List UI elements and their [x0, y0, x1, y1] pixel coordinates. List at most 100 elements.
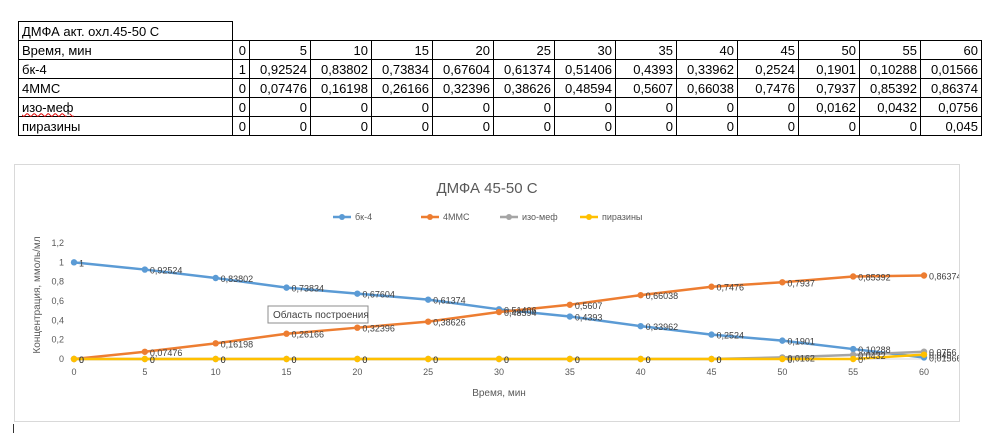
data-point[interactable] [637, 291, 644, 299]
table-empty-cell[interactable] [615, 21, 677, 41]
data-point[interactable] [424, 296, 432, 303]
table-cell[interactable]: 0,48594 [554, 78, 616, 98]
data-point[interactable] [779, 355, 786, 363]
table-empty-cell[interactable] [798, 21, 860, 41]
table-cell[interactable]: 0 [371, 97, 433, 117]
data-point[interactable] [70, 259, 78, 266]
table-cell[interactable]: 0,2524 [737, 59, 799, 79]
table-cell[interactable]: 35 [615, 40, 677, 60]
table-cell[interactable]: 0 [615, 116, 677, 136]
table-empty-cell[interactable] [493, 21, 555, 41]
table-cell[interactable]: 0,86374 [920, 78, 982, 98]
data-point[interactable] [779, 279, 786, 286]
table-title-cell[interactable]: ДМФА акт. охл.45-50 С [18, 21, 233, 41]
table-cell[interactable]: 0,92524 [249, 59, 311, 79]
table-cell[interactable]: 1 [232, 59, 250, 79]
data-point[interactable] [212, 355, 219, 363]
table-cell[interactable]: 0,61374 [493, 59, 555, 79]
table-cell[interactable]: 0,7476 [737, 78, 799, 98]
table-cell[interactable]: 0 [737, 97, 799, 117]
data-point[interactable] [283, 284, 290, 291]
data-point[interactable] [354, 355, 361, 363]
table-cell[interactable]: 0,85392 [859, 78, 921, 98]
table-empty-cell[interactable] [554, 21, 616, 41]
data-point[interactable] [424, 318, 432, 325]
table-cell[interactable]: 0,33962 [676, 59, 738, 79]
table-cell[interactable]: 0,66038 [676, 78, 738, 98]
table-cell[interactable]: 0,0756 [920, 97, 982, 117]
table-cell[interactable]: 0 [798, 116, 860, 136]
table-cell[interactable]: 0,045 [920, 116, 982, 136]
table-cell[interactable]: 55 [859, 40, 921, 60]
data-point[interactable] [495, 308, 503, 316]
table-cell[interactable]: 0 [432, 97, 494, 117]
data-point[interactable] [637, 355, 644, 363]
table-cell[interactable]: 30 [554, 40, 616, 60]
table-cell[interactable]: 5 [249, 40, 311, 60]
row-label[interactable]: изо-меф [18, 97, 233, 117]
legend-label[interactable]: 4ММС [443, 212, 470, 222]
table-cell[interactable]: 0 [676, 116, 738, 136]
table-cell[interactable]: 10 [310, 40, 372, 60]
table-cell[interactable]: 0 [432, 116, 494, 136]
table-cell[interactable]: 0 [310, 97, 372, 117]
data-point[interactable] [283, 330, 290, 337]
data-point[interactable] [212, 274, 219, 282]
data-point[interactable] [920, 351, 928, 358]
table-cell[interactable]: 0,7937 [798, 78, 860, 98]
table-empty-cell[interactable] [249, 21, 311, 41]
table-cell[interactable]: 0 [554, 97, 616, 117]
data-point[interactable] [566, 355, 574, 363]
data-point[interactable] [212, 340, 219, 347]
data-point[interactable] [283, 355, 290, 363]
table-cell[interactable]: 0 [249, 116, 311, 136]
table-cell[interactable]: 0,4393 [615, 59, 677, 79]
table-empty-cell[interactable] [737, 21, 799, 41]
data-point[interactable] [566, 313, 574, 320]
table-empty-cell[interactable] [232, 21, 250, 41]
table-cell[interactable]: 0 [310, 116, 372, 136]
row-label[interactable]: пиразины [18, 116, 233, 136]
legend-label[interactable]: бк-4 [355, 212, 372, 222]
table-cell[interactable]: 0 [232, 116, 250, 136]
data-point[interactable] [708, 355, 715, 363]
data-point[interactable] [566, 301, 574, 308]
data-table[interactable]: ДМФА акт. охл.45-50 С Время, мин 0 5 10 15 20… [18, 21, 982, 136]
table-cell[interactable]: 0,0432 [859, 97, 921, 117]
table-cell[interactable]: 0,67604 [432, 59, 494, 79]
data-point[interactable] [495, 355, 503, 363]
table-cell[interactable]: 0,01566 [920, 59, 982, 79]
table-cell[interactable]: 0 [859, 116, 921, 136]
data-point[interactable] [141, 348, 149, 355]
table-cell[interactable]: 0,38626 [493, 78, 555, 98]
legend-label[interactable]: изо-меф [522, 212, 558, 222]
table-empty-cell[interactable] [371, 21, 433, 41]
table-cell[interactable]: 0 [493, 116, 555, 136]
table-cell[interactable]: 50 [798, 40, 860, 60]
line-chart[interactable]: ДМФА 45-50 С бк-4 4ММС изо-меф пиразины 0 0,2 0… [15, 165, 962, 421]
data-point[interactable] [354, 290, 361, 297]
data-point[interactable] [141, 266, 149, 273]
data-point[interactable] [920, 272, 928, 279]
table-cell[interactable]: 0,07476 [249, 78, 311, 98]
table-empty-cell[interactable] [432, 21, 494, 41]
table-cell[interactable]: 0 [249, 97, 311, 117]
data-point[interactable] [849, 355, 857, 363]
row-label-time[interactable]: Время, мин [18, 40, 233, 60]
table-cell[interactable]: 0 [232, 78, 250, 98]
table-cell[interactable]: 0,5607 [615, 78, 677, 98]
table-empty-cell[interactable] [676, 21, 738, 41]
chart-area[interactable]: ДМФА 45-50 С бк-4 4ММС изо-меф пиразины 0 0,2 0… [14, 164, 962, 422]
data-point[interactable] [708, 283, 715, 290]
table-cell[interactable]: 0,0162 [798, 97, 860, 117]
data-point[interactable] [70, 355, 78, 363]
table-cell[interactable]: 0,16198 [310, 78, 372, 98]
data-point[interactable] [849, 273, 857, 280]
data-point[interactable] [849, 345, 857, 353]
data-point[interactable] [637, 322, 644, 330]
table-cell[interactable]: 40 [676, 40, 738, 60]
data-point[interactable] [141, 355, 149, 363]
table-cell[interactable]: 20 [432, 40, 494, 60]
table-cell[interactable]: 0 [615, 97, 677, 117]
table-cell[interactable]: 0 [737, 116, 799, 136]
